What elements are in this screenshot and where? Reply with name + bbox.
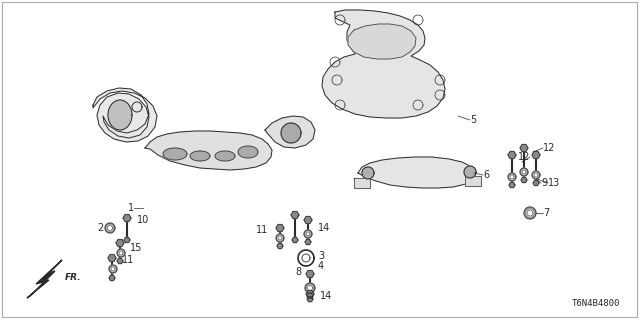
Text: 12: 12 [518,152,530,162]
Text: 6: 6 [483,170,489,180]
Polygon shape [306,232,310,236]
Polygon shape [116,240,124,246]
Polygon shape [109,276,115,281]
Text: 10: 10 [137,215,149,225]
Polygon shape [190,151,210,161]
Polygon shape [27,260,62,298]
Text: 4: 4 [318,261,324,271]
Text: 12: 12 [543,143,556,153]
Polygon shape [508,173,516,181]
Polygon shape [277,244,283,249]
Polygon shape [109,265,117,273]
Polygon shape [532,171,540,179]
Polygon shape [117,259,123,264]
Polygon shape [307,293,313,299]
Text: FR.: FR. [65,274,81,283]
Polygon shape [119,251,123,255]
Polygon shape [276,225,284,231]
Polygon shape [348,24,416,59]
Polygon shape [291,212,299,219]
Polygon shape [520,145,528,151]
Polygon shape [111,267,115,271]
Polygon shape [238,146,258,158]
Text: 3: 3 [318,251,324,261]
Polygon shape [524,207,536,219]
Polygon shape [307,296,313,301]
Polygon shape [123,214,131,221]
Polygon shape [145,131,272,170]
Polygon shape [358,157,476,188]
Polygon shape [520,168,528,176]
Polygon shape [322,10,445,118]
Polygon shape [281,123,301,143]
Polygon shape [362,167,374,179]
Text: 11: 11 [122,255,134,265]
Text: 11: 11 [256,225,268,235]
Polygon shape [163,148,187,160]
Text: 7: 7 [543,208,549,218]
Polygon shape [215,151,235,161]
Polygon shape [108,100,132,130]
Polygon shape [278,236,282,240]
Polygon shape [117,249,125,257]
Polygon shape [305,283,315,293]
Polygon shape [108,254,116,261]
Polygon shape [532,152,540,158]
Text: 8: 8 [296,267,302,277]
Polygon shape [533,180,539,186]
Polygon shape [510,175,514,179]
Text: 9: 9 [541,178,547,188]
Polygon shape [522,170,526,174]
Polygon shape [276,234,284,242]
Text: 15: 15 [130,243,142,253]
Polygon shape [521,177,527,183]
Polygon shape [509,182,515,188]
Polygon shape [305,239,311,244]
Polygon shape [265,116,315,148]
Text: 14: 14 [318,223,330,233]
Polygon shape [534,173,538,177]
Polygon shape [304,230,312,238]
Polygon shape [304,217,312,223]
Text: 5: 5 [470,115,476,125]
Polygon shape [508,152,516,158]
Text: T6N4B4800: T6N4B4800 [572,299,620,308]
Text: 2: 2 [97,223,103,233]
Polygon shape [354,178,370,188]
Text: 13: 13 [548,178,560,188]
Text: 1: 1 [128,203,134,213]
Text: 14: 14 [320,291,332,301]
Polygon shape [108,226,113,230]
Polygon shape [105,223,115,233]
Polygon shape [306,270,314,277]
Polygon shape [527,210,533,216]
Polygon shape [465,176,481,186]
Polygon shape [307,285,312,291]
Polygon shape [464,166,476,178]
Polygon shape [292,237,298,243]
Polygon shape [124,237,130,243]
Polygon shape [93,88,157,142]
Polygon shape [306,291,314,298]
